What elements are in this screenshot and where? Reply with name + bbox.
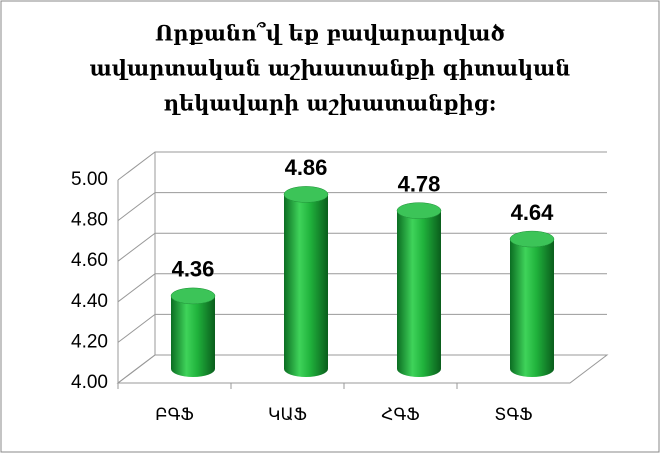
y-tick-label: 4.80	[71, 210, 108, 231]
grid-line	[117, 232, 607, 262]
y-tick-label: 4.20	[71, 331, 108, 352]
bar-top	[283, 186, 329, 203]
bar-top	[170, 287, 216, 305]
grid-line	[117, 354, 607, 384]
grid-line	[117, 151, 607, 181]
value-label: 4.64	[511, 200, 555, 225]
value-label: 4.36	[172, 257, 215, 282]
chart-title: Որքանո՞վ եք բավարարված	[155, 21, 505, 46]
y-tick-label: 4.60	[71, 250, 108, 271]
value-label: 4.86	[285, 155, 328, 180]
y-tick-label: 4.00	[71, 372, 108, 393]
y-tick-label: 4.40	[71, 291, 108, 312]
bar	[171, 295, 215, 377]
bar-top	[396, 202, 442, 219]
x-tick-label: ԲԳՖ	[155, 405, 194, 425]
bar	[284, 194, 328, 377]
chart-title: ղեկավարի աշխատանքից:	[163, 91, 496, 116]
grid-line	[117, 192, 607, 221]
y-tick-label: 5.00	[71, 169, 108, 190]
chart-title: ավարտական աշխատանքի գիտական	[90, 56, 571, 81]
x-tick-label: ՏԳՖ	[494, 405, 532, 425]
x-tick-label: ՀԳՖ	[381, 405, 419, 425]
bar-top	[509, 230, 555, 248]
grid-line	[117, 273, 607, 303]
grid-line	[117, 313, 607, 343]
bar	[397, 210, 442, 377]
value-label: 4.78	[398, 171, 441, 196]
bar	[510, 239, 554, 377]
x-tick-label: ԿԱՖ	[268, 405, 307, 425]
